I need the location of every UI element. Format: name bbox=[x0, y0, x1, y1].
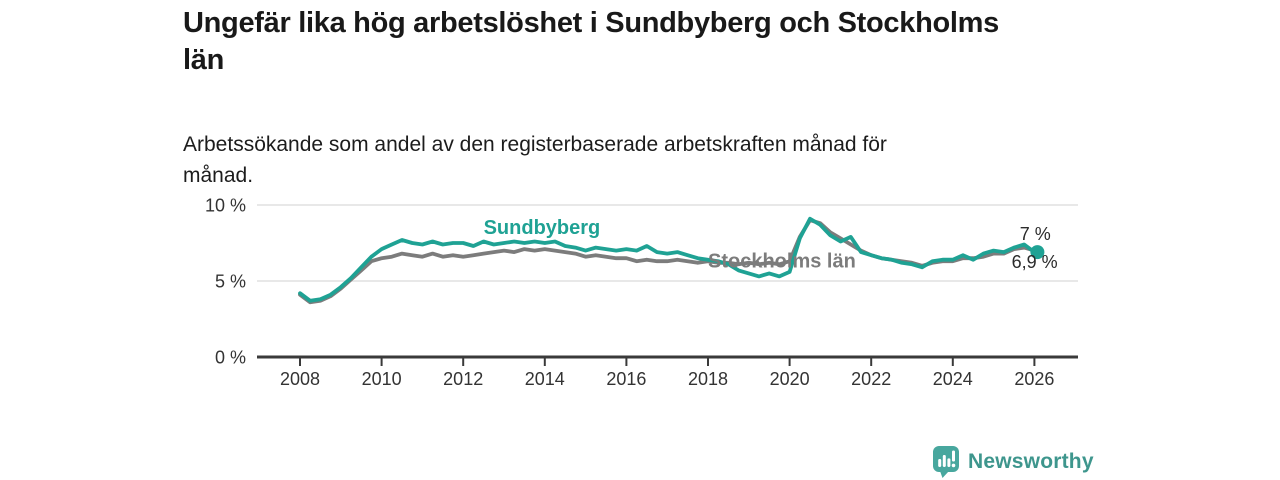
x-axis-tick-label: 2026 bbox=[1014, 369, 1054, 389]
x-axis-tick-label: 2020 bbox=[770, 369, 810, 389]
sundbyberg-end-dot bbox=[1030, 245, 1045, 260]
sundbyberg-end-value-label: 6,9 % bbox=[1012, 252, 1058, 272]
newsworthy-logo-icon bbox=[933, 446, 959, 478]
title-line-2: län bbox=[183, 44, 224, 76]
x-axis-tick-label: 2008 bbox=[280, 369, 320, 389]
chart-subtitle: Arbetssökande som andel av den registerb… bbox=[183, 129, 1063, 191]
sundbyberg-series-label: Sundbyberg bbox=[484, 217, 601, 239]
x-axis-tick-label: 2012 bbox=[443, 369, 483, 389]
stockholms-l-n-line bbox=[298, 218, 1037, 305]
x-axis-tick-label: 2016 bbox=[606, 369, 646, 389]
x-axis-tick-label: 2018 bbox=[688, 369, 728, 389]
subtitle-line-1: Arbetssökande som andel av den registerb… bbox=[183, 133, 887, 156]
x-axis-tick-label: 2010 bbox=[362, 369, 402, 389]
subtitle-line-2: månad. bbox=[183, 164, 254, 187]
newsworthy-logo-text: Newsworthy bbox=[968, 450, 1094, 473]
y-axis-tick-label: 0 % bbox=[215, 348, 246, 368]
stockholms-l-n-end-value-label: 7 % bbox=[1020, 224, 1051, 244]
title-line-1: Ungefär lika hög arbetslöshet i Sundbybe… bbox=[183, 7, 999, 39]
y-axis-tick-label: 5 % bbox=[215, 272, 246, 292]
line-chart: 0 % 5 % 10 % 2008 2010 2012 2014 2016 2018 2020 20… bbox=[205, 196, 1078, 389]
stockholms-l-n-series-label: Stockholms län bbox=[708, 250, 856, 272]
newsworthy-logo: Newsworthy bbox=[932, 445, 1094, 479]
x-axis-tick-label: 2024 bbox=[933, 369, 973, 389]
x-axis-tick-label: 2022 bbox=[851, 369, 891, 389]
sundbyberg-line bbox=[298, 216, 1037, 303]
x-axis-tick-label: 2014 bbox=[525, 369, 565, 389]
page-title: Ungefär lika hög arbetslöshet i Sundbybe… bbox=[183, 5, 1123, 79]
y-axis-tick-label: 10 % bbox=[205, 196, 246, 216]
